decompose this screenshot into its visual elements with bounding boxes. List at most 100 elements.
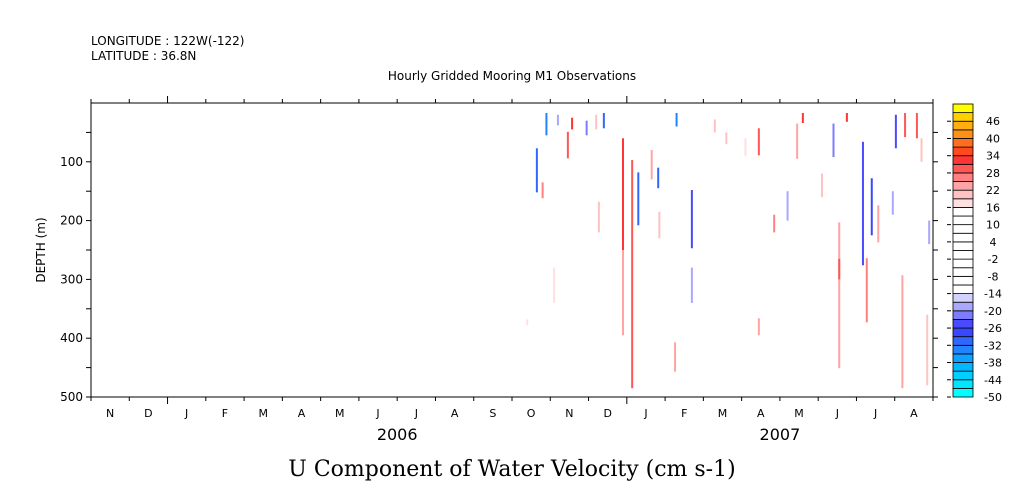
data-streak	[845, 112, 848, 122]
colorbar-label: 28	[986, 167, 1000, 180]
colorbar-label: -14	[984, 288, 1002, 301]
colorbar-swatch	[952, 163, 974, 174]
colorbar-label: 34	[986, 150, 1000, 163]
data-streak	[901, 275, 904, 389]
colorbar-swatch	[952, 258, 974, 269]
colorbar-swatch	[952, 293, 974, 303]
data-streak	[838, 258, 841, 280]
colorbar-swatch	[952, 232, 974, 243]
month-label: N	[106, 407, 114, 420]
longitude-label: LONGITUDE : 122W(-122)	[91, 34, 245, 48]
data-streak	[865, 258, 868, 323]
colorbar-label: -20	[984, 305, 1002, 318]
colorbar-swatch	[952, 362, 974, 372]
data-streak	[690, 190, 693, 249]
data-streak	[821, 173, 824, 198]
data-streak	[744, 138, 747, 156]
colorbar-swatch	[952, 198, 974, 208]
y-tick-label: 500	[60, 390, 83, 404]
month-label: M	[258, 407, 268, 420]
colorbar-label: -32	[984, 339, 1002, 352]
colorbar-swatch	[952, 370, 974, 381]
colorbar-label: 22	[986, 184, 1000, 197]
colorbar-swatch	[952, 112, 974, 122]
month-label: A	[298, 407, 306, 420]
colorbar-swatch	[952, 336, 974, 346]
data-streak	[631, 160, 634, 389]
colorbar-label: -50	[984, 391, 1002, 404]
month-label: A	[757, 407, 765, 420]
colorbar-swatch	[952, 207, 974, 217]
data-streak	[545, 112, 548, 136]
month-label: M	[718, 407, 728, 420]
data-streak	[556, 114, 559, 126]
y-tick-label: 400	[60, 331, 83, 345]
colorbar-label: -44	[984, 374, 1002, 387]
data-streak	[571, 117, 574, 130]
colorbar-swatch	[952, 284, 974, 294]
month-label: J	[643, 407, 647, 420]
data-streak	[915, 112, 918, 139]
data-streak	[801, 112, 804, 123]
variable-label: U Component of Water Velocity (cm s-1)	[288, 457, 735, 482]
month-label: A	[910, 407, 918, 420]
data-streak	[725, 132, 728, 145]
colorbar-swatch	[952, 172, 974, 182]
data-streak	[757, 128, 760, 156]
colorbar-swatch	[952, 379, 974, 389]
data-streak	[553, 267, 556, 303]
data-streak	[870, 178, 873, 236]
data-streak	[838, 222, 841, 369]
colorbar-label: 10	[986, 219, 1000, 232]
month-label: D	[603, 407, 611, 420]
data-streak	[773, 214, 776, 233]
colorbar-swatch	[952, 138, 974, 148]
colorbar-swatch	[952, 301, 974, 312]
data-streak	[832, 123, 835, 158]
y-axis-label: DEPTH (m)	[34, 217, 48, 282]
plot-frame	[90, 102, 934, 398]
month-label: N	[565, 407, 573, 420]
data-streak	[877, 205, 880, 243]
month-label: J	[873, 407, 877, 420]
colorbar-swatch	[952, 310, 974, 320]
month-label: O	[527, 407, 536, 420]
month-label: J	[375, 407, 379, 420]
data-streak	[566, 131, 569, 159]
colorbar-swatch	[952, 267, 974, 277]
colorbar-swatch	[952, 120, 974, 131]
colorbar-swatch	[952, 353, 974, 363]
year-label: 2007	[760, 425, 801, 444]
colorbar-label: 16	[986, 201, 1000, 214]
month-label: A	[451, 407, 459, 420]
month-label: F	[681, 407, 687, 420]
colorbar-swatch	[952, 319, 974, 329]
y-tick-label: 100	[60, 155, 83, 169]
month-label: J	[414, 407, 418, 420]
data-streak	[637, 172, 640, 226]
colorbar-label: -26	[984, 322, 1002, 335]
data-streak	[675, 112, 678, 127]
data-streak	[602, 112, 605, 129]
data-streak	[650, 150, 653, 180]
data-streak	[621, 138, 624, 250]
colorbar-swatch	[952, 224, 974, 234]
colorbar-swatch	[952, 181, 974, 191]
colorbar-swatch	[952, 215, 974, 226]
y-tick-label: 200	[60, 214, 83, 228]
colorbar-swatch	[952, 241, 974, 251]
month-label: M	[794, 407, 804, 420]
latitude-label: LATITUDE : 36.8N	[91, 49, 196, 63]
colorbar-label: -38	[984, 357, 1002, 370]
data-streak	[894, 114, 897, 149]
data-streak	[658, 211, 661, 239]
data-streak	[891, 191, 894, 215]
data-streak	[926, 314, 929, 386]
colorbar-swatch	[952, 250, 974, 260]
colorbar-label: 4	[990, 236, 997, 249]
colorbar-swatch	[952, 387, 974, 398]
colorbar-swatch	[952, 189, 974, 200]
month-label: J	[184, 407, 188, 420]
month-label: D	[144, 407, 152, 420]
